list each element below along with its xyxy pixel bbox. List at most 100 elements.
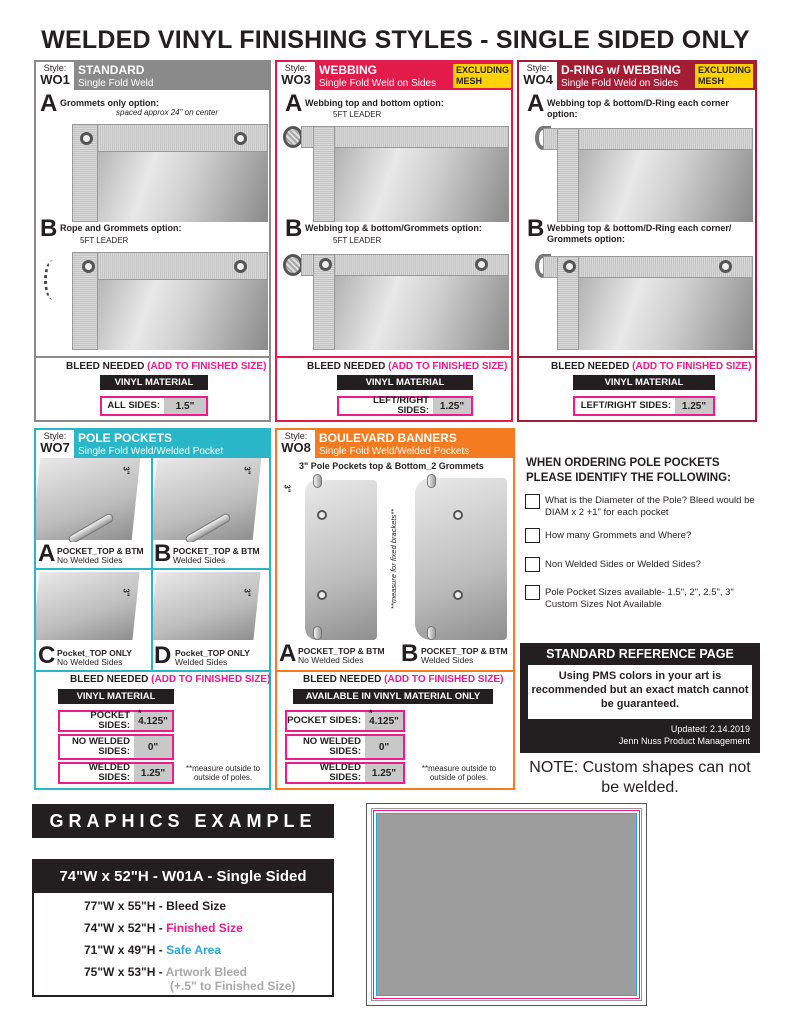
reference-updated: Updated: 2.14.2019 Jenn Nuss Product Mana… xyxy=(618,724,750,746)
row-label: LEFT/RIGHT SIDES: xyxy=(373,395,429,416)
style-code: WO8 xyxy=(281,440,311,455)
material-bar: VINYL MATERIAL xyxy=(100,375,208,390)
option-d-label: Pocket_TOP ONLY Welded Sides xyxy=(175,648,250,667)
leader-label: 5FT LEADER xyxy=(80,236,129,245)
style-label: Style: xyxy=(284,63,308,73)
style-sub: Single Fold Weld on Sides xyxy=(319,78,437,89)
panel-w08: Style: WO8 BOULEVARD BANNERS Single Fold… xyxy=(275,428,515,790)
banner-illustration-b xyxy=(529,252,753,352)
grommet-icon xyxy=(234,260,247,273)
pole-questions-title: WHEN ORDERING POLE POCKETS PLEASE IDENTI… xyxy=(526,457,731,484)
style-code-box: Style: WO8 xyxy=(277,430,315,458)
option-a-letter: A xyxy=(285,90,303,117)
grommet-icon xyxy=(319,258,332,271)
dimension-label: 3" xyxy=(121,466,131,475)
option-d-letter: D xyxy=(154,642,172,669)
panel-w07: Style: WO7 POLE POCKETS Single Fold Weld… xyxy=(34,428,271,790)
bleed-row: NO WELDED SIDES: 0" xyxy=(285,734,405,760)
grommet-icon xyxy=(80,132,93,145)
dimension-label: 3" xyxy=(242,466,252,475)
grommet-icon xyxy=(719,260,732,273)
bleed-row: WELDED SIDES: 1.25" xyxy=(58,762,174,784)
question-checkbox[interactable] xyxy=(525,585,540,600)
leader-label: 5FT LEADER xyxy=(333,236,382,245)
bracket-note: **measure for fixed brackets** xyxy=(389,508,398,610)
row-value: 0" xyxy=(134,736,172,758)
style-name: D-RING w/ WEBBING xyxy=(561,63,681,77)
question-text: Non Welded Sides or Welded Sides? xyxy=(545,559,701,570)
material-bar: VINYL MATERIAL xyxy=(58,689,174,704)
option-b-label: Rope and Grommets option: xyxy=(60,223,182,233)
pocket-illustration-b: 3" xyxy=(153,458,269,542)
size-line: 75"W x 53"H - Artwork Bleed xyxy=(84,965,247,979)
finished-size-outline xyxy=(373,810,640,999)
grommet-icon xyxy=(82,260,95,273)
graphics-example-box: 74"W x 52"H - W01A - Single Sided 77"W x… xyxy=(32,859,334,997)
question-checkbox[interactable] xyxy=(525,528,540,543)
banner-illustration-a xyxy=(72,124,268,224)
question-checkbox[interactable] xyxy=(525,557,540,572)
row-label: NO WELDED SIDES: xyxy=(302,736,361,757)
option-a-letter: A xyxy=(527,90,545,117)
row-value: * 4.125" xyxy=(134,708,172,730)
row-label: POCKET SIDES: xyxy=(90,710,130,731)
boulevard-illustration-b xyxy=(405,474,511,644)
bleed-row: LEFT/RIGHT SIDES: 1.25" xyxy=(337,396,473,416)
custom-shapes-note: NOTE: Custom shapes can not be welded. xyxy=(529,759,751,796)
bleed-title: BLEED NEEDED (ADD TO FINISHED SIZE) xyxy=(307,361,508,372)
size-line: 71"W x 49"H - Safe Area xyxy=(84,943,221,957)
option-a-label: Grommets only option: xyxy=(60,98,159,108)
style-name: STANDARD xyxy=(78,63,145,77)
banner-illustration-b xyxy=(283,252,509,352)
reference-box: STANDARD REFERENCE PAGE Using PMS colors… xyxy=(520,643,760,753)
banner-illustration-a xyxy=(529,124,753,224)
grommet-icon xyxy=(317,510,327,520)
bleed-outline xyxy=(371,808,642,1001)
measure-note: **measure outside to outside of poles. xyxy=(185,764,261,782)
spacing-note: spaced approx 24" on center xyxy=(116,108,219,117)
bleed-row: ALL SIDES: 1.5" xyxy=(100,396,208,416)
style-code: WO4 xyxy=(523,72,553,87)
pocket-illustration-d: 3" xyxy=(153,572,269,642)
option-b-letter: B xyxy=(285,215,303,242)
style-code-box: Style: WO3 xyxy=(277,62,315,90)
option-a-letter: A xyxy=(279,640,297,667)
graphics-example-title: GRAPHICS EXAMPLE xyxy=(32,804,334,838)
grommet-icon xyxy=(475,258,488,271)
bleed-row: NO WELDED SIDES: 0" xyxy=(58,734,174,760)
style-code-box: Style: WO4 xyxy=(519,62,557,90)
leader-label: 5FT LEADER xyxy=(333,110,382,119)
style-code: WO1 xyxy=(40,72,70,87)
banner-illustration-a xyxy=(283,124,509,224)
style-label: Style: xyxy=(43,431,67,441)
option-a-label: Webbing top & bottom/D-Ring each corner … xyxy=(547,98,729,119)
style-sub: Single Fold Weld on Sides xyxy=(561,78,679,89)
grommet-icon xyxy=(317,590,327,600)
excluding-mesh-badge: EXCLUDING MESH xyxy=(453,64,511,88)
reference-title: STANDARD REFERENCE PAGE xyxy=(546,647,734,661)
bleed-title: BLEED NEEDED (ADD TO FINISHED SIZE) xyxy=(70,674,271,685)
bleed-row: POCKET SIDES: * 4.125" xyxy=(58,708,174,732)
artwork-bleed-sub: (+.5" to Finished Size) xyxy=(170,979,296,993)
size-line: 77"W x 55"H - Bleed Size xyxy=(84,899,227,913)
grommet-icon xyxy=(453,590,463,600)
pocket-illustration-c: 3" xyxy=(36,572,150,642)
excluding-mesh-badge: EXCLUDING MESH xyxy=(695,64,753,88)
panel-w07-header: Style: WO7 POLE POCKETS Single Fold Weld… xyxy=(36,430,269,458)
option-b-label: Webbing top & bottom/Grommets option: xyxy=(305,223,482,233)
option-b-label: POCKET_TOP & BTM Welded Sides xyxy=(421,646,508,665)
option-a-label: POCKET_TOP & BTM No Welded Sides xyxy=(57,546,144,565)
option-b-letter: B xyxy=(154,540,172,567)
size-line: 74"W x 52"H - Finished Size xyxy=(84,921,243,935)
dimension-label: 3" xyxy=(242,588,252,597)
row-value: 1.25" xyxy=(433,398,471,414)
row-label: NO WELDED SIDES: xyxy=(71,736,130,757)
measure-note: **measure outside to outside of poles. xyxy=(421,764,497,782)
style-sub: Single Fold Weld xyxy=(78,78,154,89)
option-a-letter: A xyxy=(40,90,58,117)
graphics-example-header: 74"W x 52"H - W01A - Single Sided xyxy=(34,861,332,893)
bleed-title: BLEED NEEDED (ADD TO FINISHED SIZE) xyxy=(303,674,504,685)
row-label: WELDED SIDES: xyxy=(88,762,130,783)
question-checkbox[interactable] xyxy=(525,494,540,509)
style-sub: Single Fold Weld/Welded Pocket xyxy=(78,446,224,457)
